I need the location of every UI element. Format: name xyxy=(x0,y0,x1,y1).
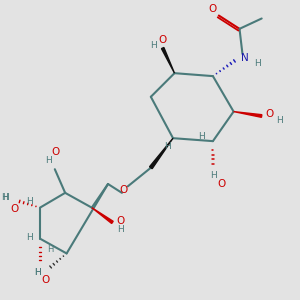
Text: H: H xyxy=(254,59,261,68)
Text: H: H xyxy=(26,233,33,242)
Text: H: H xyxy=(164,142,170,151)
Text: H: H xyxy=(34,268,41,278)
Text: N: N xyxy=(241,53,248,63)
Polygon shape xyxy=(150,138,173,169)
Text: O: O xyxy=(158,35,167,45)
Text: H: H xyxy=(34,268,41,278)
Text: H: H xyxy=(276,116,283,125)
Text: O: O xyxy=(208,4,216,14)
Text: H: H xyxy=(198,132,205,141)
Text: H: H xyxy=(26,196,33,206)
Polygon shape xyxy=(161,47,175,73)
Polygon shape xyxy=(92,208,113,224)
Text: H: H xyxy=(117,225,124,234)
Text: O: O xyxy=(119,185,128,195)
Text: O: O xyxy=(117,216,125,226)
Text: O: O xyxy=(42,275,50,285)
Text: H: H xyxy=(210,171,217,180)
Text: O: O xyxy=(10,203,18,214)
Text: H: H xyxy=(46,156,52,165)
Text: H: H xyxy=(47,245,54,254)
Text: O: O xyxy=(51,147,59,157)
Text: H: H xyxy=(150,40,157,50)
Text: O: O xyxy=(266,109,274,119)
Text: O: O xyxy=(218,179,226,189)
Text: H: H xyxy=(2,193,8,202)
Polygon shape xyxy=(234,112,262,117)
Text: H: H xyxy=(1,193,8,202)
